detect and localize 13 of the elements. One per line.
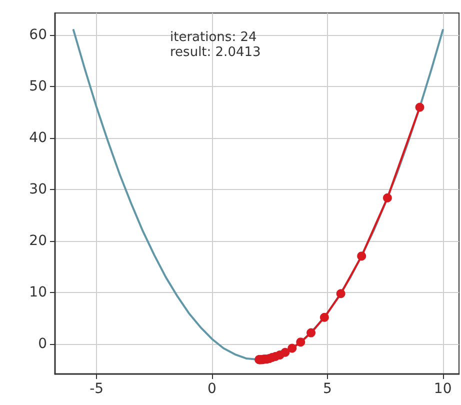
annotation: iterations: 24 bbox=[170, 30, 257, 45]
y-tick-label: 0 bbox=[38, 336, 47, 352]
y-tick-label: 50 bbox=[29, 78, 47, 95]
x-tick-label: 10 bbox=[434, 381, 452, 397]
x-tick-label: 5 bbox=[322, 381, 332, 397]
y-tick-label: 30 bbox=[29, 182, 47, 198]
y-tick-label: 60 bbox=[29, 27, 47, 44]
x-tick-label: 0 bbox=[208, 381, 216, 397]
annotation: result: 2.0413 bbox=[170, 45, 261, 60]
y-tick-label: 20 bbox=[29, 233, 47, 250]
x-tick-label: -5 bbox=[90, 381, 104, 397]
y-tick-label: 40 bbox=[29, 130, 47, 146]
y-tick-label: 10 bbox=[29, 284, 47, 301]
